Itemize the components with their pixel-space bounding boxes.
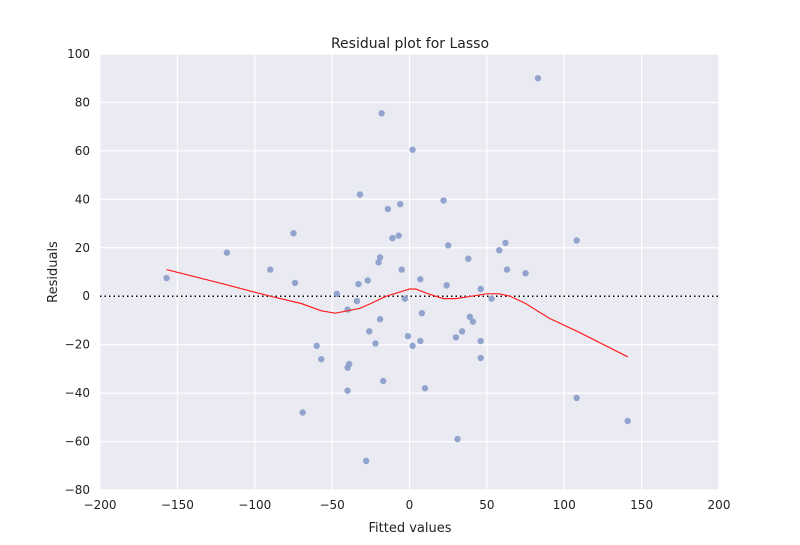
data-point	[466, 313, 474, 321]
data-point	[389, 234, 396, 242]
data-point	[573, 394, 580, 402]
x-tick-label: 200	[708, 498, 731, 512]
data-point	[477, 337, 484, 345]
data-point	[522, 270, 529, 277]
y-tick-label: −40	[65, 386, 90, 400]
y-tick-label: 80	[75, 95, 90, 109]
lowess-curve	[166, 269, 628, 358]
data-point	[291, 279, 299, 287]
data-point	[366, 328, 373, 335]
data-point	[375, 259, 382, 266]
data-point	[356, 191, 364, 198]
data-point	[465, 255, 472, 262]
data-point	[376, 316, 384, 323]
data-point	[401, 295, 409, 302]
data-point	[440, 197, 447, 204]
y-tick-label: −80	[65, 483, 90, 497]
y-tick-label: −60	[65, 435, 90, 449]
data-point	[573, 237, 580, 244]
data-point	[534, 75, 542, 82]
data-point	[452, 334, 460, 341]
data-point	[417, 276, 424, 283]
y-axis-title: Residuals	[46, 241, 61, 303]
data-point	[458, 328, 466, 335]
data-point	[502, 239, 509, 247]
x-axis-title: Fitted values	[368, 521, 451, 536]
data-point	[313, 342, 320, 350]
data-point	[409, 146, 416, 153]
data-point	[355, 280, 362, 288]
residual-points	[163, 75, 631, 465]
x-tick-label: 50	[479, 498, 494, 512]
data-point	[421, 385, 429, 392]
y-tick-label: −20	[65, 338, 90, 352]
data-point	[318, 356, 325, 363]
data-point	[364, 277, 371, 284]
data-point	[223, 249, 231, 256]
data-point	[624, 417, 631, 425]
x-tick-labels: −200 −150 −100 −50 0 50 100 150 200	[84, 498, 731, 512]
data-point	[398, 266, 405, 273]
x-tick-label: −150	[161, 498, 194, 512]
y-tick-label: 40	[75, 192, 90, 206]
data-point	[353, 297, 361, 305]
data-point	[443, 282, 450, 289]
data-point	[333, 290, 340, 297]
data-point	[344, 387, 351, 394]
y-tick-label: 100	[67, 47, 90, 61]
x-gridlines	[99, 54, 720, 490]
data-point	[384, 205, 392, 213]
data-point	[163, 274, 170, 282]
data-point	[488, 295, 495, 302]
data-point	[378, 110, 385, 117]
x-tick-label: 150	[630, 498, 653, 512]
y-tick-label: 0	[82, 289, 90, 303]
data-point	[496, 247, 503, 254]
data-point	[404, 332, 412, 340]
chart-title: Residual plot for Lasso	[331, 36, 489, 52]
data-point	[477, 354, 484, 362]
data-point	[418, 309, 426, 317]
data-point	[454, 435, 461, 443]
data-point	[379, 377, 387, 385]
data-point	[469, 318, 477, 325]
x-tick-label: 100	[553, 498, 576, 512]
data-point	[444, 242, 452, 249]
y-tick-label: 60	[75, 144, 90, 158]
data-point	[477, 285, 484, 293]
data-point	[372, 340, 379, 347]
data-point	[299, 409, 306, 416]
data-point	[395, 232, 402, 239]
data-point	[345, 360, 353, 368]
x-tick-label: −200	[84, 498, 117, 512]
data-point	[417, 337, 424, 345]
data-point	[267, 266, 274, 273]
data-point	[397, 200, 404, 208]
y-gridlines	[100, 53, 719, 491]
y-tick-label: 20	[75, 241, 90, 255]
x-tick-label: −50	[319, 498, 344, 512]
data-point	[362, 457, 370, 465]
y-tick-labels: −80 −60 −40 −20 0 20 40 60 80 100	[65, 47, 90, 497]
data-point	[290, 230, 297, 237]
x-tick-label: −100	[238, 498, 271, 512]
x-tick-label: 0	[406, 498, 414, 512]
data-point	[503, 266, 511, 273]
data-point	[409, 342, 416, 350]
data-point	[376, 254, 384, 261]
